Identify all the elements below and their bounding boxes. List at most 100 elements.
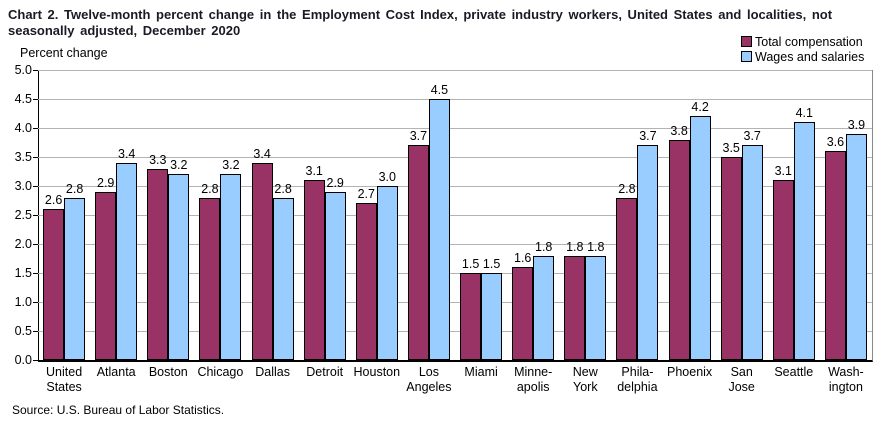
bar-wages-and-salaries-los-angeles xyxy=(428,99,450,360)
x-axis-label-miami: Miami xyxy=(464,365,498,379)
legend-label: Wages and salaries xyxy=(755,49,865,64)
y-axis-tick xyxy=(33,186,38,187)
bar-value-label: 2.6 xyxy=(44,193,63,208)
bar-total-compensation-los-angeles xyxy=(407,145,429,360)
bar-total-compensation-seattle xyxy=(772,180,794,360)
bar-wages-and-salaries-miami xyxy=(481,273,503,360)
bar-value-label: 3.0 xyxy=(378,170,396,184)
y-axis-tick-label: 4.5 xyxy=(14,92,32,106)
bar-total-compensation-chicago xyxy=(199,197,221,360)
bar-total-compensation-washington xyxy=(824,151,846,360)
bar-total-compensation-atlanta xyxy=(95,191,117,360)
bar-value-label: 2.8 xyxy=(65,181,84,196)
x-axis-label-chicago: Chicago xyxy=(197,365,244,379)
x-axis-label-san-jose: San Jose xyxy=(728,365,755,394)
bar-value-label: 1.5 xyxy=(482,257,501,271)
bar-value-label: 3.9 xyxy=(847,117,866,132)
bar-value-label: 2.8 xyxy=(274,181,292,196)
bar-total-compensation-minneapolis xyxy=(512,267,534,360)
gridline xyxy=(38,215,872,216)
bar-value-label: 2.9 xyxy=(326,175,344,190)
x-axis-label-dallas: Dallas xyxy=(255,365,290,379)
bar-wages-and-salaries-boston xyxy=(168,174,190,360)
bar-value-label: 1.8 xyxy=(566,239,584,254)
gridline xyxy=(38,273,872,274)
y-axis-tick-label: 3.5 xyxy=(14,150,32,164)
x-axis-label-los-angeles: Los Angeles xyxy=(406,365,452,394)
y-axis-tick xyxy=(33,157,38,158)
y-axis-tick xyxy=(33,215,38,216)
bar-total-compensation-phoenix xyxy=(668,139,690,360)
y-axis-tick-label: 0.0 xyxy=(14,353,32,367)
bar-value-label: 3.7 xyxy=(639,129,657,144)
bar-wages-and-salaries-united-states xyxy=(64,197,86,360)
gridline xyxy=(38,157,872,158)
bar-value-label: 1.5 xyxy=(461,257,480,271)
bar-wages-and-salaries-philadelphia xyxy=(637,145,659,360)
bar-wages-and-salaries-houston xyxy=(376,186,398,360)
bar-wages-and-salaries-washington xyxy=(845,133,867,360)
bar-value-label: 3.6 xyxy=(826,135,845,150)
y-axis-tick xyxy=(33,331,38,332)
gridline xyxy=(38,331,872,332)
bar-value-label: 3.2 xyxy=(170,158,188,173)
bar-value-label: 1.6 xyxy=(513,251,532,266)
legend-item-total-compensation: Total compensation xyxy=(741,34,864,49)
bar-value-label: 3.1 xyxy=(774,164,792,179)
bar-total-compensation-miami xyxy=(460,273,482,360)
y-axis-tick xyxy=(33,244,38,245)
x-axis-label-washington: Wash- ington xyxy=(828,365,864,394)
bar-value-label: 3.8 xyxy=(670,123,688,138)
y-axis-tick-label: 2.5 xyxy=(14,208,32,222)
x-axis-label-seattle: Seattle xyxy=(774,365,814,379)
y-axis-tick-label: 4.0 xyxy=(14,121,32,135)
legend-swatch-icon-wages-and-salaries xyxy=(741,51,752,62)
x-axis-label-philadelphia: Phila- delphia xyxy=(617,365,658,394)
bar-wages-and-salaries-detroit xyxy=(324,191,346,360)
bar-wages-and-salaries-dallas xyxy=(272,197,294,360)
bar-value-label: 3.4 xyxy=(253,146,271,161)
y-axis-tick-label: 0.5 xyxy=(14,324,32,338)
bar-value-label: 3.4 xyxy=(117,146,136,161)
bar-value-label: 2.9 xyxy=(96,175,115,190)
bar-value-label: 4.1 xyxy=(795,106,813,121)
x-axis-label-minneapolis: Minne- apolis xyxy=(514,365,553,394)
y-axis-tick xyxy=(33,128,38,129)
bar-wages-and-salaries-phoenix xyxy=(689,116,711,360)
gridline xyxy=(38,244,872,245)
bar-total-compensation-detroit xyxy=(303,180,325,360)
gridline xyxy=(38,128,872,129)
bar-value-label: 3.7 xyxy=(409,129,428,144)
bar-value-label: 2.7 xyxy=(357,187,375,202)
bar-value-label: 4.5 xyxy=(430,83,449,97)
bar-value-label: 3.5 xyxy=(722,141,740,155)
legend-swatch-icon-total-compensation xyxy=(741,36,752,47)
bar-total-compensation-new-york xyxy=(564,255,586,360)
bar-wages-and-salaries-new-york xyxy=(585,255,607,360)
source-note: Source: U.S. Bureau of Labor Statistics. xyxy=(12,403,225,417)
legend-item-wages-and-salaries: Wages and salaries xyxy=(741,49,864,64)
y-axis-tick-label: 2.0 xyxy=(14,237,32,251)
legend: Total compensation Wages and salaries xyxy=(741,34,864,64)
bar-value-label: 2.8 xyxy=(201,181,219,196)
bar-value-label: 2.8 xyxy=(618,181,636,196)
chart-title-line-2: seasonally adjusted, December 2020 xyxy=(8,23,241,38)
bar-value-label: 1.8 xyxy=(534,239,553,254)
bar-total-compensation-united-states xyxy=(43,209,65,360)
y-axis-tick-label: 3.0 xyxy=(14,179,32,193)
bar-wages-and-salaries-seattle xyxy=(793,122,815,360)
x-axis-label-houston: Houston xyxy=(353,365,401,379)
x-axis-label-detroit: Detroit xyxy=(306,365,344,379)
y-axis-tick xyxy=(33,360,38,361)
y-axis-tick-label: 5.0 xyxy=(14,63,32,77)
gridline xyxy=(38,186,872,187)
plot-area xyxy=(38,70,873,362)
bar-wages-and-salaries-atlanta xyxy=(116,162,138,360)
bar-value-label: 3.3 xyxy=(149,152,167,167)
bar-wages-and-salaries-minneapolis xyxy=(533,255,555,360)
bar-total-compensation-dallas xyxy=(251,162,273,360)
y-axis-tick xyxy=(33,302,38,303)
chart-title: Chart 2. Twelve-month percent change in … xyxy=(8,7,870,39)
x-axis-label-phoenix: Phoenix xyxy=(667,365,713,379)
